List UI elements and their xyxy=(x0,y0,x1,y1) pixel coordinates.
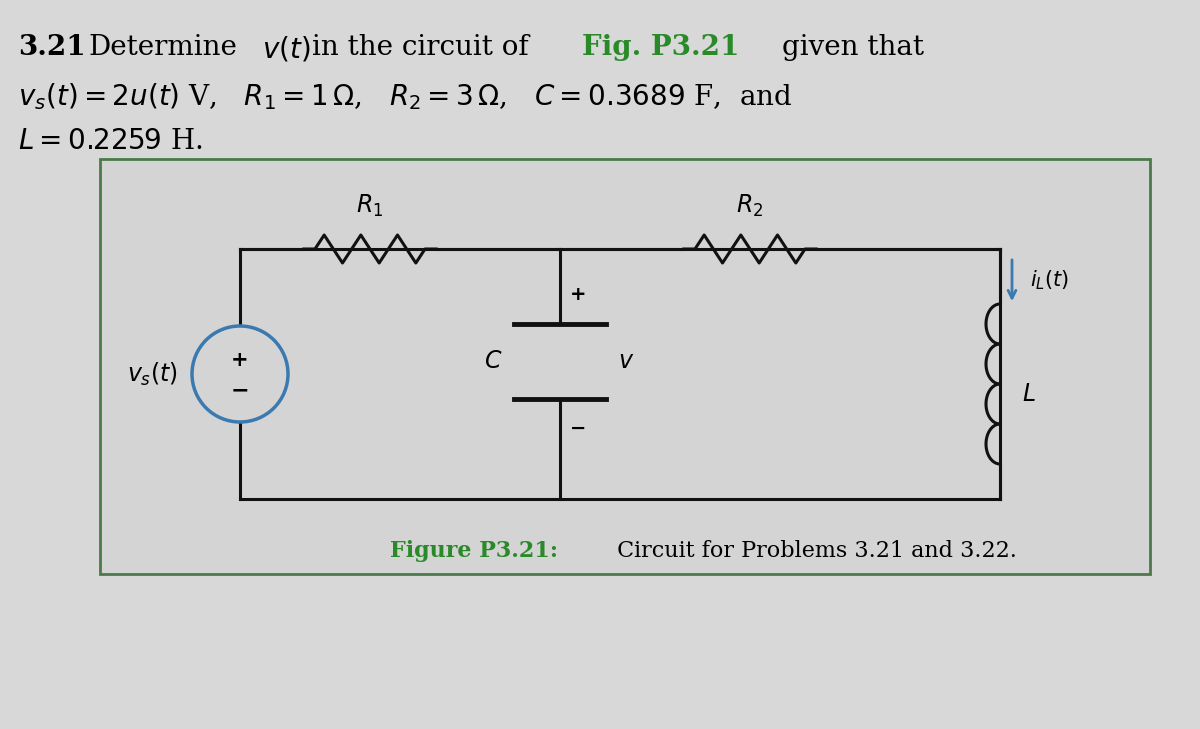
Text: $v_s(t)$: $v_s(t)$ xyxy=(127,360,178,388)
Text: $i_L(t)$: $i_L(t)$ xyxy=(1030,269,1069,292)
Text: Fig. P3.21: Fig. P3.21 xyxy=(582,34,739,61)
Text: $C$: $C$ xyxy=(484,350,502,373)
Bar xyxy=(100,159,1150,574)
Text: $v_s(t) = 2u(t)$ V,   $R_1 = 1\,\Omega$,   $R_2 = 3\,\Omega$,   $C = 0.3689$ F, : $v_s(t) = 2u(t)$ V, $R_1 = 1\,\Omega$, $… xyxy=(18,81,792,112)
Text: $R_1$: $R_1$ xyxy=(356,192,384,219)
Text: $L = 0.2259$ H.: $L = 0.2259$ H. xyxy=(18,128,203,155)
Text: $L$: $L$ xyxy=(1022,383,1036,405)
Text: −: − xyxy=(570,419,587,438)
Text: $v(t)$: $v(t)$ xyxy=(262,34,311,63)
Text: $v$: $v$ xyxy=(618,350,635,373)
Text: Figure P3.21:: Figure P3.21: xyxy=(390,540,558,562)
Text: Determine: Determine xyxy=(88,34,236,61)
Text: $R_2$: $R_2$ xyxy=(737,192,763,219)
Text: +: + xyxy=(232,350,248,370)
Text: −: − xyxy=(230,380,250,400)
Text: +: + xyxy=(570,285,587,304)
Text: 3.21: 3.21 xyxy=(18,34,85,61)
Text: in the circuit of: in the circuit of xyxy=(312,34,529,61)
Text: Circuit for Problems 3.21 and 3.22.: Circuit for Problems 3.21 and 3.22. xyxy=(610,540,1016,562)
Text: given that: given that xyxy=(782,34,924,61)
